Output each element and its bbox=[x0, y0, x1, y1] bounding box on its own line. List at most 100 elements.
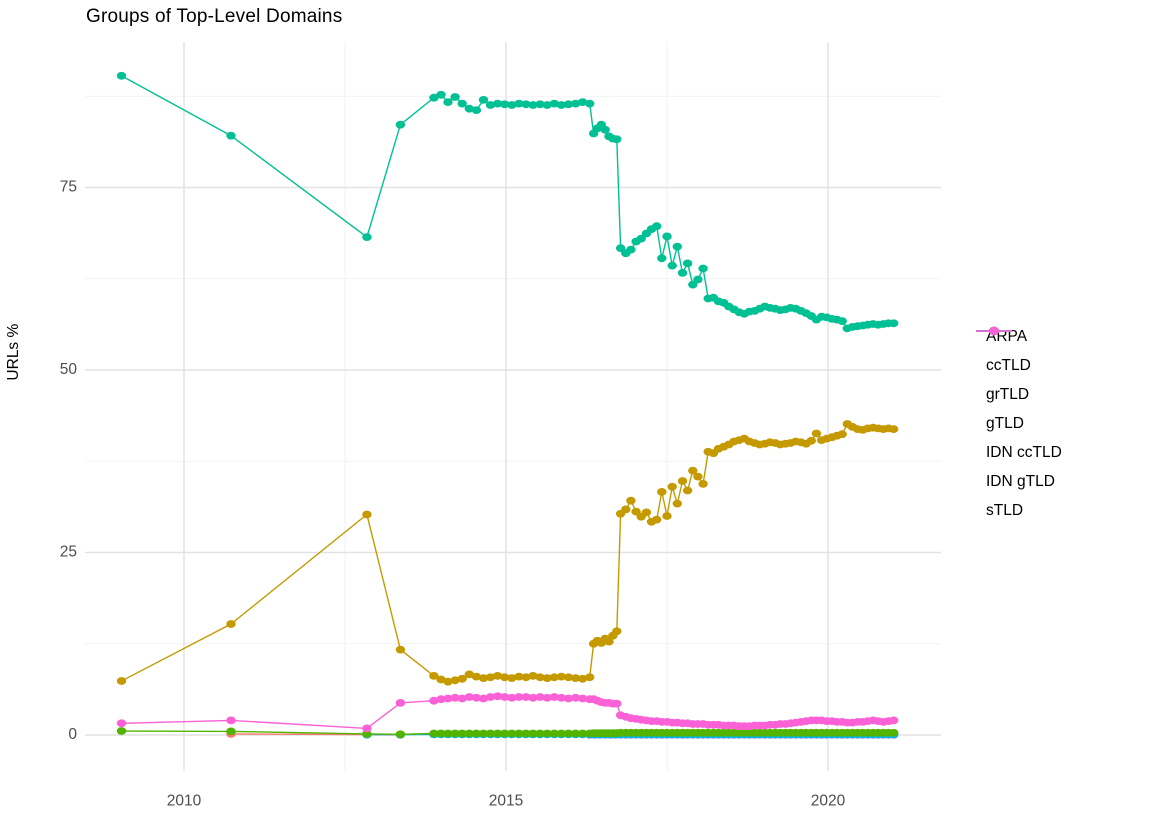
x-tick-label: 2015 bbox=[489, 792, 523, 809]
series-grtld bbox=[116, 727, 899, 739]
point-cctld bbox=[535, 673, 545, 682]
point-gtld bbox=[395, 120, 406, 129]
legend-label-cctld: ccTLD bbox=[986, 356, 1031, 374]
point-grtld bbox=[485, 729, 496, 738]
legend: ARPA ccTLD grTLD gTLD IDN ccTLD IDN gTLD sTLD bbox=[975, 322, 1062, 525]
point-gtld bbox=[585, 99, 595, 108]
point-stld bbox=[570, 693, 581, 702]
point-grtld bbox=[457, 729, 467, 738]
point-cctld bbox=[556, 672, 567, 681]
point-cctld bbox=[507, 674, 517, 682]
point-grtld bbox=[570, 729, 581, 738]
point-cctld bbox=[657, 488, 667, 496]
y-tick-label: 75 bbox=[60, 179, 77, 196]
point-stld bbox=[436, 695, 446, 704]
point-cctld bbox=[889, 425, 899, 433]
point-grtld bbox=[226, 727, 236, 736]
point-gtld bbox=[514, 99, 524, 108]
legend-item-grtld: grTLD bbox=[975, 326, 1062, 409]
point-cctld bbox=[492, 672, 503, 680]
point-cctld bbox=[626, 496, 636, 505]
point-gtld bbox=[535, 100, 545, 109]
point-stld bbox=[549, 693, 559, 701]
x-tick-label: 2020 bbox=[811, 792, 846, 809]
point-cctld bbox=[667, 482, 677, 491]
point-grtld bbox=[362, 730, 372, 738]
legend-label-gtld: gTLD bbox=[986, 414, 1024, 432]
point-gtld bbox=[667, 261, 677, 270]
axis-tick-labels: 2010 2015 2020 0 25 50 75 bbox=[60, 179, 846, 810]
point-gtld bbox=[652, 222, 662, 231]
legend-key-stld bbox=[976, 326, 1012, 336]
point-stld bbox=[362, 724, 372, 733]
point-grtld bbox=[492, 729, 503, 738]
x-tick-label: 2010 bbox=[167, 792, 202, 809]
legend-label-idn-cctld: IDN ccTLD bbox=[986, 443, 1062, 461]
point-grtld bbox=[563, 729, 574, 738]
point-cctld bbox=[806, 436, 816, 445]
series-stld bbox=[116, 692, 899, 733]
point-gtld bbox=[464, 104, 474, 113]
point-cctld bbox=[450, 676, 460, 685]
series-gtld bbox=[116, 71, 899, 333]
point-grtld bbox=[507, 729, 517, 738]
series-cctld bbox=[116, 420, 899, 686]
point-cctld bbox=[662, 512, 672, 520]
point-grtld bbox=[471, 729, 482, 738]
point-gtld bbox=[672, 242, 682, 251]
point-stld bbox=[443, 694, 453, 703]
point-stld bbox=[471, 693, 482, 702]
point-cctld bbox=[585, 673, 595, 682]
point-gtld bbox=[556, 101, 567, 109]
point-grtld bbox=[577, 729, 588, 738]
y-tick-label: 50 bbox=[60, 361, 78, 378]
point-stld bbox=[450, 693, 460, 702]
point-cctld bbox=[604, 637, 614, 646]
point-gtld bbox=[485, 101, 496, 109]
point-grtld bbox=[436, 729, 446, 738]
point-grtld bbox=[464, 729, 474, 738]
point-stld bbox=[542, 693, 552, 702]
point-cctld bbox=[641, 508, 652, 517]
point-stld bbox=[485, 693, 496, 701]
point-stld bbox=[507, 693, 517, 702]
point-stld bbox=[528, 693, 538, 702]
point-grtld bbox=[535, 729, 545, 738]
point-gtld bbox=[577, 98, 588, 106]
point-gtld bbox=[549, 99, 559, 108]
point-cctld bbox=[672, 499, 682, 508]
point-gtld bbox=[615, 244, 626, 253]
point-stld bbox=[464, 693, 474, 701]
point-grtld bbox=[521, 729, 531, 738]
point-cctld bbox=[429, 672, 439, 680]
point-grtld bbox=[395, 730, 406, 739]
point-gtld bbox=[657, 254, 667, 263]
point-stld bbox=[429, 696, 439, 705]
point-grtld bbox=[500, 729, 510, 738]
point-stld bbox=[492, 692, 503, 701]
point-gtld bbox=[698, 264, 708, 273]
legend-dot-stld bbox=[989, 326, 999, 336]
point-gtld bbox=[837, 317, 847, 325]
point-gtld bbox=[600, 125, 610, 134]
point-gtld bbox=[362, 233, 372, 242]
point-gtld bbox=[478, 96, 489, 104]
point-stld bbox=[563, 694, 574, 703]
point-gtld bbox=[636, 234, 646, 243]
point-cctld bbox=[837, 430, 847, 439]
point-cctld bbox=[226, 620, 236, 628]
point-cctld bbox=[563, 673, 574, 682]
point-stld bbox=[116, 719, 127, 728]
point-grtld bbox=[528, 729, 538, 738]
point-cctld bbox=[485, 673, 496, 682]
point-cctld bbox=[464, 670, 474, 679]
point-cctld bbox=[612, 627, 622, 636]
point-gtld bbox=[450, 93, 460, 101]
point-stld bbox=[612, 699, 622, 708]
point-cctld bbox=[693, 472, 703, 481]
point-gtld bbox=[457, 99, 467, 108]
point-cctld bbox=[457, 674, 467, 683]
point-cctld bbox=[471, 672, 482, 681]
point-cctld bbox=[688, 466, 698, 475]
